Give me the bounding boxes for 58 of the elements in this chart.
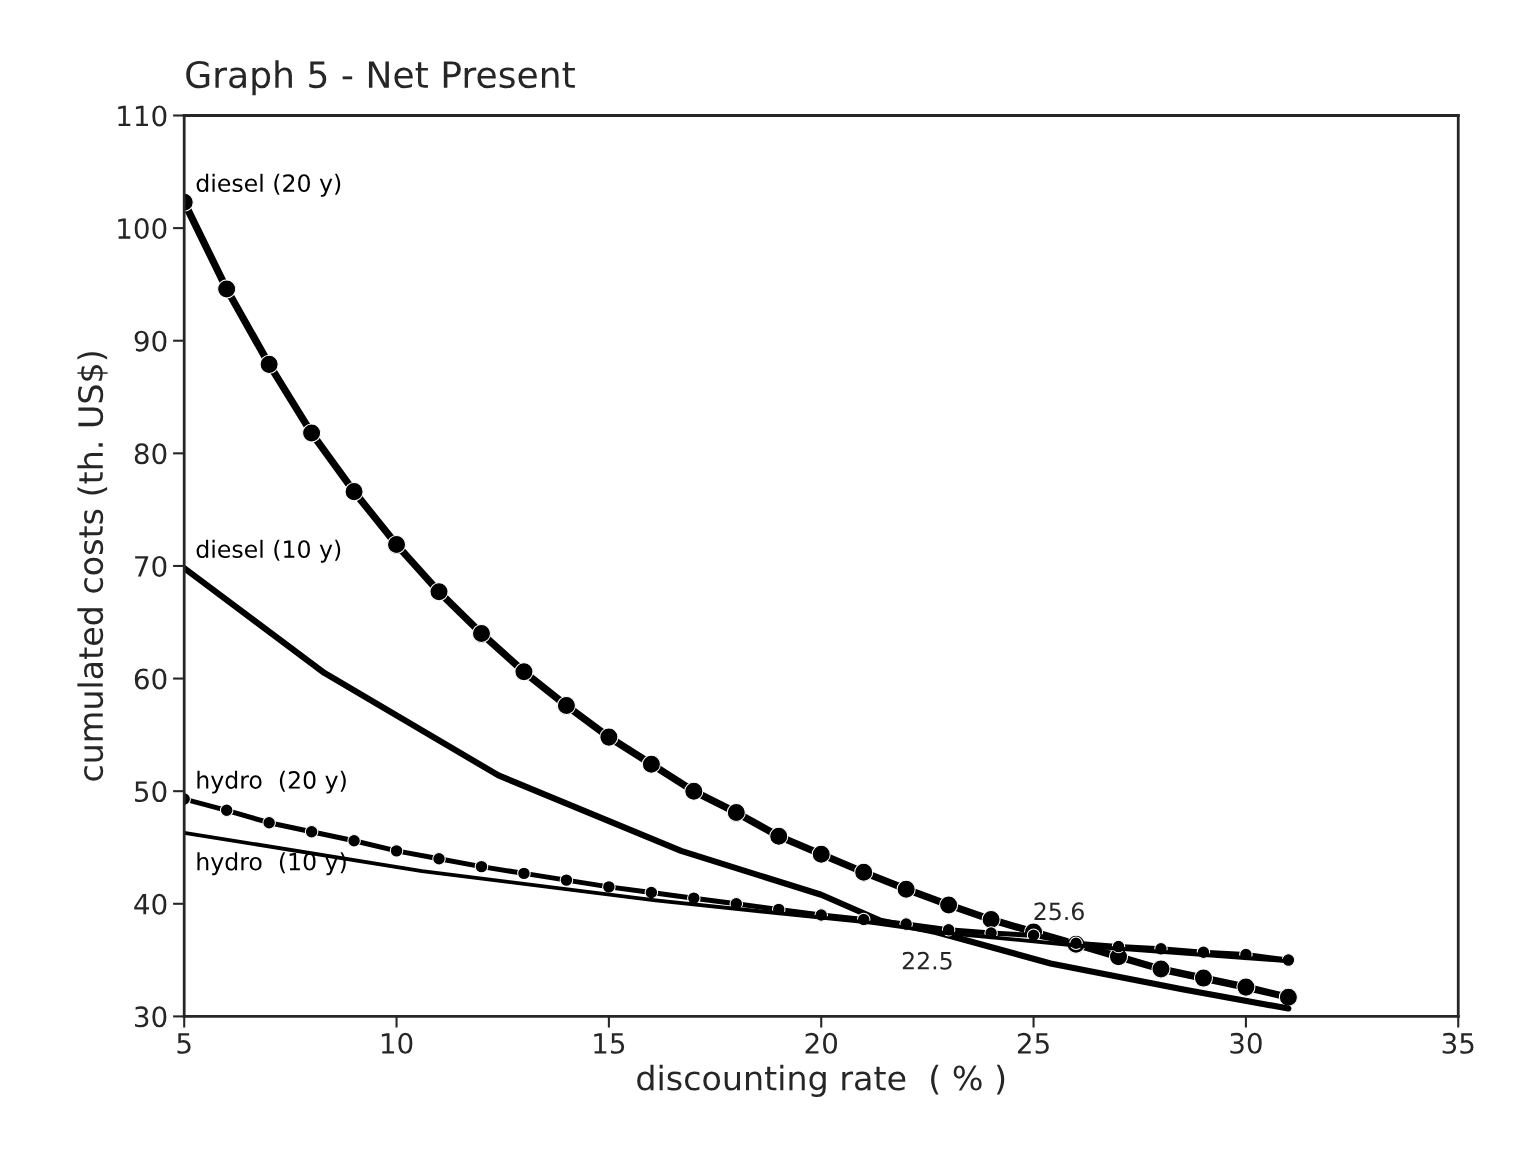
point [559,873,574,887]
chart-title: Graph 5 - Net Present [186,60,575,96]
point [644,885,659,900]
y-tick-label: 70 [135,555,167,577]
series-label: diesel (20 y) [196,173,341,197]
y-tick-label: 100 [118,218,167,240]
point [602,880,616,894]
point [1236,977,1256,997]
point [517,866,531,881]
point [939,895,959,915]
y-tick-label: 110 [118,105,167,127]
x-tick-label: 5 [177,1033,191,1054]
x-tick-label: 15 [594,1033,625,1054]
point [259,354,279,374]
x-axis-title: discounting rate ( % ) [637,1064,1005,1098]
point [429,582,449,602]
point [1151,959,1171,979]
point [981,910,1001,930]
y-tick-label: 60 [134,668,167,690]
y-tick-label: 80 [134,443,167,465]
point [262,815,276,830]
point [854,862,874,882]
y-axis-title: cumulated costs (th. US$) [77,352,108,781]
point [219,803,234,818]
point [432,851,446,866]
point [471,623,492,644]
y-tick-label: 90 [134,330,167,352]
x-tick-label: 25 [1017,1032,1049,1054]
point [217,279,237,299]
point [641,754,661,774]
point [769,826,789,846]
point [1193,968,1213,988]
series-label: hydro (20 y) [197,770,346,794]
point [514,662,534,682]
x-tick-label: 10 [381,1032,413,1054]
point [386,535,407,555]
point [344,482,364,502]
point [302,423,322,443]
y-tick-label: 40 [134,893,167,915]
y-tick-label: 30 [135,1006,167,1028]
point [1278,987,1298,1007]
series-label: diesel (10 y) [196,539,341,563]
x-tick-label: 35 [1442,1032,1474,1054]
x-tick-label: 30 [1230,1032,1262,1054]
point [347,833,361,848]
x-tick-label: 20 [805,1032,838,1054]
point [474,859,489,874]
point [599,727,619,747]
y-tick-label: 50 [135,781,167,803]
annotation: 22.5 [902,951,952,970]
annotation: 25.6 [1034,902,1084,921]
point [304,824,319,839]
point [556,696,576,716]
point [811,844,831,864]
point [726,803,746,823]
point [389,844,404,858]
point [684,781,704,801]
point [896,879,916,899]
